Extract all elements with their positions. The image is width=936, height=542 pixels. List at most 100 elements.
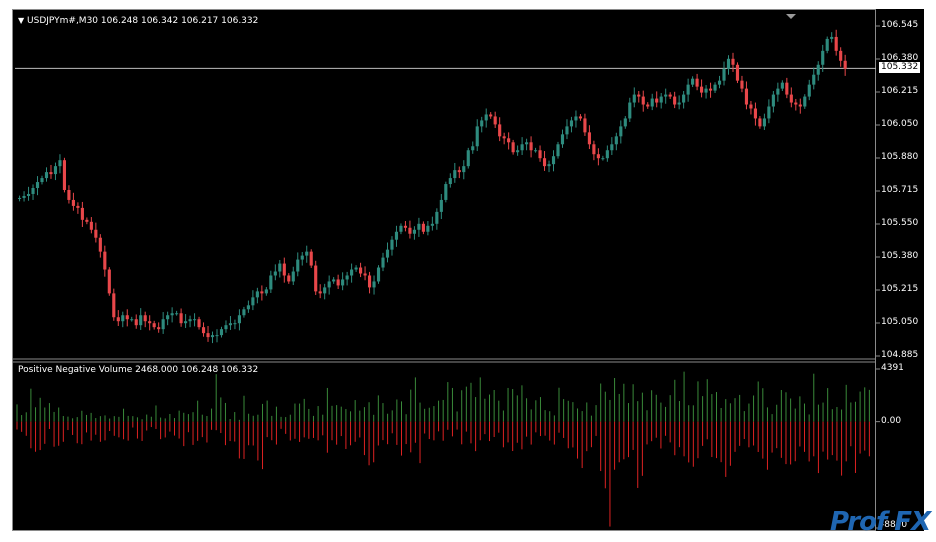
candle-body <box>632 94 636 103</box>
candle-body <box>336 279 340 286</box>
price-tick-label: 106.380 <box>881 53 919 63</box>
candle-body <box>475 126 479 147</box>
candle-body <box>184 321 188 324</box>
candle-body <box>143 315 147 322</box>
price-tick-label: 105.050 <box>881 317 919 327</box>
candle-body <box>71 199 75 206</box>
volume-tick-label: -8870 <box>881 520 908 530</box>
candle-body <box>134 319 138 326</box>
candle-body <box>282 263 286 276</box>
candle-body <box>327 281 331 288</box>
candle-body <box>278 263 282 272</box>
candle-body <box>619 126 623 137</box>
candle-body <box>58 160 62 167</box>
candle-body <box>596 154 600 159</box>
candle-body <box>426 225 430 232</box>
candle-body <box>825 38 829 51</box>
candle-body <box>677 102 681 105</box>
candle-body <box>525 142 529 145</box>
candle-body <box>215 335 219 337</box>
candle-body <box>668 94 672 97</box>
candle-body <box>821 50 825 65</box>
candle-body <box>435 211 439 224</box>
price-tick-label: 105.715 <box>881 185 919 195</box>
candle-body <box>80 207 84 220</box>
candle-body <box>67 190 71 200</box>
candle-body <box>717 80 722 85</box>
candle-body <box>139 315 143 326</box>
candle-body <box>309 251 313 266</box>
candle-body <box>148 321 152 324</box>
price-tick-label: 105.550 <box>881 218 919 228</box>
candle-body <box>35 182 40 189</box>
candle-body <box>551 156 556 165</box>
candle-body <box>197 319 201 328</box>
candle-body <box>152 323 156 328</box>
candle-body <box>489 114 493 117</box>
candle-body <box>381 257 385 268</box>
candle-body <box>260 291 264 294</box>
candle-body <box>403 225 408 228</box>
candle-body <box>529 142 533 151</box>
dropdown-triangle-icon[interactable]: ▼ <box>18 16 25 25</box>
candle-body <box>767 106 771 119</box>
candle-body <box>210 335 215 338</box>
candle-body <box>98 237 102 252</box>
candle-body <box>62 160 67 191</box>
candle-body <box>789 94 793 103</box>
candle-body <box>650 98 654 107</box>
candle-body <box>49 172 53 175</box>
candle-body <box>242 309 246 316</box>
candle-body <box>753 108 757 119</box>
candle-body <box>516 150 520 153</box>
candle-body <box>107 269 111 294</box>
candle-body <box>628 102 632 119</box>
candle-body <box>350 269 354 276</box>
indicator-values: 2468.000 106.248 106.332 <box>135 365 259 375</box>
candle-body <box>251 297 255 306</box>
candle-body <box>179 313 183 324</box>
candle-body <box>542 158 547 167</box>
candle-body <box>664 94 668 97</box>
candle-body <box>453 170 457 179</box>
candle-body <box>704 88 708 93</box>
symbol-label: USDJPYm#,M30 <box>27 16 99 26</box>
candle-body <box>130 319 134 321</box>
candle-body <box>125 315 129 320</box>
indicator-title: Positive Negative Volume <box>18 365 133 375</box>
chart-window[interactable] <box>12 9 876 531</box>
candle-body <box>556 144 560 157</box>
candle-body <box>444 184 448 200</box>
candle-body <box>305 251 309 256</box>
candle-body <box>830 36 834 39</box>
candle-body <box>749 104 753 109</box>
candle-body <box>457 170 461 173</box>
candle-body <box>85 219 89 222</box>
candle-body <box>287 275 291 282</box>
candle-body <box>744 88 749 105</box>
candle-body <box>569 120 574 127</box>
candle-body <box>803 96 807 107</box>
candle-body <box>583 118 587 133</box>
candle-body <box>466 150 470 167</box>
candle-body <box>834 36 838 51</box>
price-tick-label: 105.880 <box>881 152 919 162</box>
candle-body <box>605 150 609 159</box>
price-tick-label: 106.215 <box>881 86 919 96</box>
candle-body <box>363 273 367 276</box>
candle-body <box>623 118 627 127</box>
candle-body <box>188 319 192 322</box>
candle-body <box>637 94 641 97</box>
candle-body <box>601 158 605 160</box>
candle-body <box>520 144 524 151</box>
candle-body <box>255 291 259 298</box>
candle-body <box>646 104 650 107</box>
candle-body <box>273 271 277 276</box>
candle-body <box>40 178 44 183</box>
candle-body <box>314 265 318 292</box>
price-axis-panel <box>876 9 924 531</box>
candle-body <box>655 98 659 103</box>
candle-body <box>673 96 677 105</box>
candle-body <box>592 144 596 155</box>
candle-body <box>399 225 403 232</box>
